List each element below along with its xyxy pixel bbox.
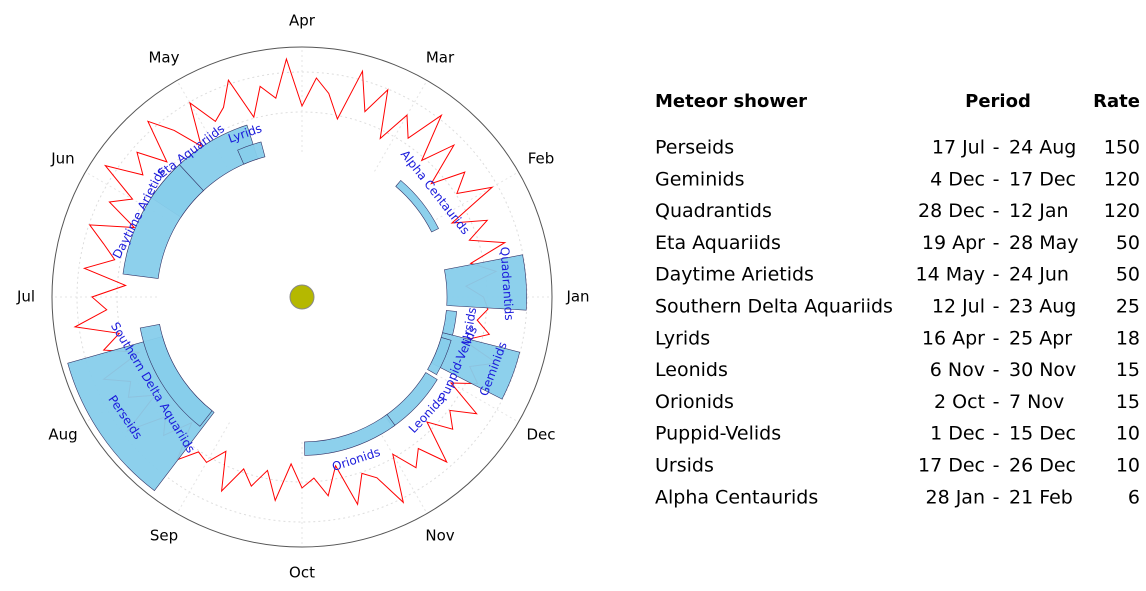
rate: 15 — [1116, 359, 1140, 381]
month-label: Jul — [16, 288, 35, 306]
rate: 10 — [1116, 455, 1140, 477]
period-end: 7 Nov — [1009, 391, 1064, 413]
period-start: 16 Apr — [922, 327, 985, 349]
shower-name: Lyrids — [655, 327, 710, 349]
shower-wedge — [237, 141, 266, 165]
month-label: Nov — [425, 527, 454, 545]
period-separator: - — [993, 327, 1000, 349]
rate: 50 — [1116, 264, 1140, 286]
period-separator: - — [993, 391, 1000, 413]
period-start: 17 Jul — [932, 137, 985, 159]
month-label: Sep — [150, 527, 178, 545]
period-end: 28 May — [1009, 232, 1079, 254]
period-end: 17 Dec — [1009, 168, 1076, 190]
rate: 120 — [1104, 168, 1140, 190]
period-start: 4 Dec — [930, 168, 985, 190]
period-end: 21 Feb — [1009, 486, 1073, 508]
shower-name: Geminids — [655, 168, 744, 190]
period-separator: - — [993, 296, 1000, 318]
shower-label: Ursids — [459, 306, 479, 345]
period-start: 14 May — [916, 264, 986, 286]
period-end: 15 Dec — [1009, 423, 1076, 445]
period-start: 1 Dec — [930, 423, 985, 445]
rate: 6 — [1128, 486, 1140, 508]
month-label: Jan — [565, 288, 589, 306]
period-start: 12 Jul — [932, 296, 985, 318]
shower-wedge — [395, 180, 439, 233]
period-separator: - — [993, 232, 1000, 254]
shower-name: Orionids — [655, 391, 734, 413]
shower-wedge — [139, 323, 213, 427]
period-separator: - — [993, 486, 1000, 508]
rate: 120 — [1104, 200, 1140, 222]
period-separator: - — [993, 264, 1000, 286]
period-separator: - — [993, 168, 1000, 190]
center-dot — [289, 284, 315, 310]
period-separator: - — [993, 200, 1000, 222]
period-start: 28 Dec — [918, 200, 985, 222]
period-start: 2 Oct — [934, 391, 985, 413]
rate: 150 — [1104, 137, 1140, 159]
shower-name: Ursids — [655, 455, 714, 477]
shower-wedge — [444, 254, 527, 311]
month-label: Apr — [289, 12, 316, 30]
rate: 10 — [1116, 423, 1140, 445]
period-end: 26 Dec — [1009, 455, 1076, 477]
period-separator: - — [993, 455, 1000, 477]
period-end: 30 Nov — [1009, 359, 1076, 381]
rate: 50 — [1116, 232, 1140, 254]
shower-name: Daytime Arietids — [655, 264, 814, 286]
header-name: Meteor shower — [655, 91, 807, 112]
month-label: Oct — [289, 564, 315, 582]
shower-label: Quadrantids — [497, 246, 516, 321]
period-separator: - — [993, 359, 1000, 381]
header-rate: Rate — [1093, 91, 1140, 112]
period-separator: - — [993, 423, 1000, 445]
period-start: 6 Nov — [930, 359, 985, 381]
shower-wedge — [304, 414, 396, 456]
shower-name: Quadrantids — [655, 200, 772, 222]
header-period: Period — [965, 91, 1031, 112]
period-end: 23 Aug — [1009, 296, 1076, 318]
outer-ring — [51, 46, 553, 548]
shower-name: Eta Aquariids — [655, 232, 781, 254]
period-end: 24 Jun — [1009, 264, 1069, 286]
rate: 18 — [1116, 327, 1140, 349]
shower-name: Puppid-Velids — [655, 423, 781, 445]
rate: 25 — [1116, 296, 1140, 318]
period-end: 12 Jan — [1009, 200, 1069, 222]
period-start: 17 Dec — [918, 455, 985, 477]
shower-name: Alpha Centaurids — [655, 486, 818, 508]
period-start: 19 Apr — [922, 232, 985, 254]
month-label: Jun — [50, 150, 74, 168]
rate: 15 — [1116, 391, 1140, 413]
period-start: 28 Jan — [925, 486, 985, 508]
period-end: 24 Aug — [1009, 137, 1076, 159]
shower-name: Leonids — [655, 359, 728, 381]
month-label: Dec — [527, 426, 556, 444]
shower-name: Southern Delta Aquariids — [655, 296, 893, 318]
month-label: Aug — [48, 426, 77, 444]
shower-wedge — [384, 372, 438, 428]
month-label: Feb — [528, 150, 555, 168]
month-label: Mar — [426, 48, 455, 66]
shower-wedge — [122, 164, 204, 279]
shower-wedge — [442, 310, 457, 336]
activity-line — [73, 57, 507, 506]
period-separator: - — [993, 137, 1000, 159]
period-end: 25 Apr — [1009, 327, 1072, 349]
month-label: May — [148, 48, 179, 66]
shower-name: Perseids — [655, 137, 734, 159]
shower-wedge — [427, 337, 452, 376]
